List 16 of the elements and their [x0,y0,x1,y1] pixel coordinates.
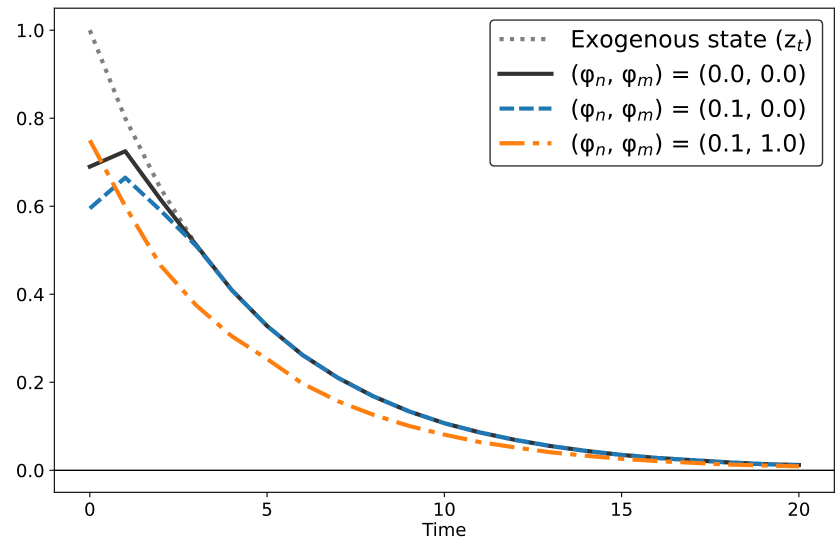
x-tick-label: 0 [85,502,94,516]
x-tick-label: 10 [434,502,455,516]
legend-label: (φ$_{n}$, φ$_{m}$) = (0.0, 0.0) [572,64,805,87]
y-tick-label: 0.0 [17,464,44,478]
y-tick-label: 0.8 [17,112,44,126]
legend-label: (φ$_{n}$, φ$_{m}$) = (0.1, 0.0) [572,98,805,122]
y-tick-label: 0.4 [17,288,44,302]
legend-label: (φ$_{n}$, φ$_{m}$) = (0.1, 1.0) [572,134,805,156]
y-tick-label: 0.6 [17,200,44,214]
x-axis-title: Time [422,522,466,536]
x-tick-label: 15 [612,502,632,516]
legend-label: Exogenous state (z$_{t}$) [572,29,811,52]
x-tick-label: 5 [262,502,272,516]
y-tick-label: 0.2 [17,376,43,390]
x-tick-label: 20 [788,502,810,516]
y-tick-label: 1.0 [18,24,44,38]
